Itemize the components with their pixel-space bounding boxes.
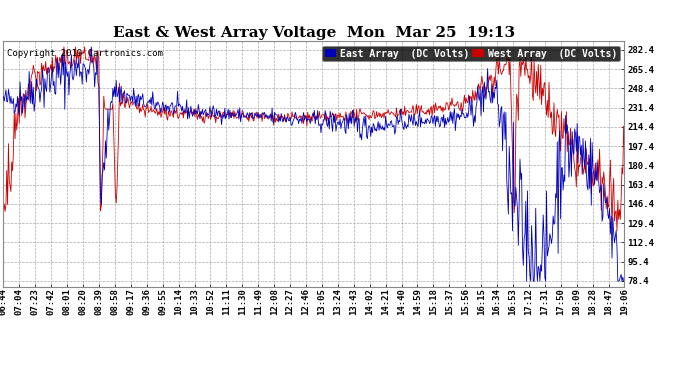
- Legend: East Array  (DC Volts), West Array  (DC Volts): East Array (DC Volts), West Array (DC Vo…: [322, 46, 620, 61]
- Title: East & West Array Voltage  Mon  Mar 25  19:13: East & West Array Voltage Mon Mar 25 19:…: [113, 26, 515, 40]
- Text: Copyright 2019 Cartronics.com: Copyright 2019 Cartronics.com: [7, 49, 162, 58]
